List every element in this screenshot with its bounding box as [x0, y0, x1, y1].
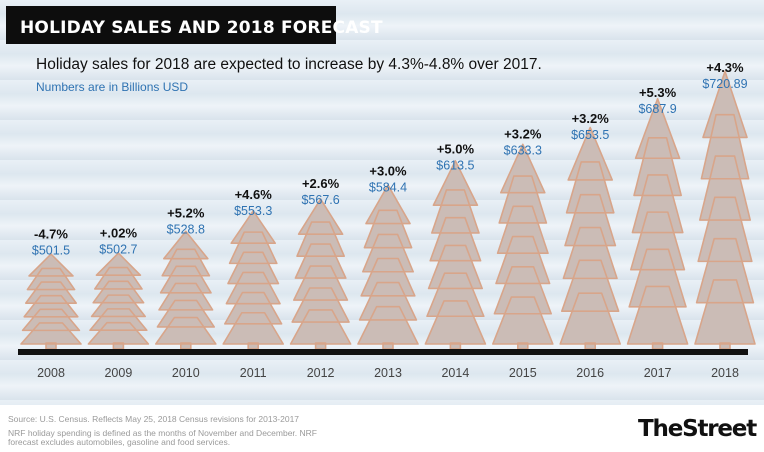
chart-baseline	[18, 349, 748, 355]
tree-bar-2017	[626, 98, 689, 350]
change-label-2008: -4.7%	[34, 226, 68, 241]
change-label-2012: +2.6%	[302, 176, 340, 191]
chart-title: HOLIDAY SALES AND 2018 FORECAST	[20, 18, 383, 38]
value-label-2017: $687.9	[638, 102, 676, 116]
value-label-2013: $584.4	[369, 180, 407, 194]
change-label-2009: +.02%	[100, 225, 138, 240]
x-tick-label-2009: 2009	[104, 366, 132, 380]
tree-bar-2015	[492, 143, 554, 350]
x-tick-label-2013: 2013	[374, 366, 402, 380]
tree-bar-2009	[87, 252, 150, 350]
change-label-2010: +5.2%	[167, 206, 205, 221]
x-tick-label-2015: 2015	[509, 366, 537, 380]
value-label-2018: $720.89	[702, 77, 747, 91]
value-label-2012: $567.6	[301, 193, 339, 207]
tree-bar-2016	[559, 126, 621, 350]
value-label-2009: $502.7	[99, 242, 137, 256]
value-label-2010: $528.8	[167, 223, 205, 237]
definition-note-line-2: forecast excludes automobiles, gasoline …	[8, 437, 231, 447]
x-tick-label-2012: 2012	[307, 366, 335, 380]
change-label-2018: +4.3%	[706, 60, 744, 75]
x-tick-label-2008: 2008	[37, 366, 65, 380]
tree-bar-2013	[357, 184, 419, 350]
x-tick-label-2017: 2017	[644, 366, 672, 380]
change-label-2016: +3.2%	[572, 111, 610, 126]
source-note: Source: U.S. Census. Reflects May 25, 20…	[8, 414, 300, 424]
units-note: Numbers are in Billions USD	[36, 80, 189, 94]
change-label-2013: +3.0%	[369, 163, 407, 178]
tree-bar-2008	[20, 253, 82, 350]
tree-bar-2011	[222, 210, 284, 350]
chart-subtitle: Holiday sales for 2018 are expected to i…	[36, 56, 542, 73]
value-label-2014: $613.5	[436, 158, 474, 172]
change-label-2015: +3.2%	[504, 126, 542, 141]
tree-bar-2012	[289, 198, 352, 350]
value-label-2015: $633.3	[504, 143, 542, 157]
x-tick-label-2014: 2014	[441, 366, 469, 380]
value-label-2016: $653.5	[571, 128, 609, 142]
tree-bar-2010	[155, 230, 217, 350]
footer: Source: U.S. Census. Reflects May 25, 20…	[0, 405, 764, 452]
x-tick-label-2011: 2011	[240, 366, 267, 380]
tree-bar-2014	[424, 160, 487, 350]
x-tick-label-2016: 2016	[576, 366, 604, 380]
change-label-2011: +4.6%	[235, 187, 273, 202]
value-label-2008: $501.5	[32, 243, 70, 257]
x-tick-label-2018: 2018	[711, 366, 739, 380]
change-label-2017: +5.3%	[639, 85, 677, 100]
definition-note-line-1: NRF holiday spending is defined as the m…	[8, 428, 317, 438]
change-label-2014: +5.0%	[437, 141, 475, 156]
tree-bar-2018	[694, 70, 756, 350]
thestreet-logo: TheStreet	[638, 416, 757, 442]
x-tick-label-2010: 2010	[172, 366, 200, 380]
title-banner: HOLIDAY SALES AND 2018 FORECAST	[6, 6, 383, 44]
tree-bar-chart: $501.5 -4.7% 2008 $502.7 +.02% 2009 $528.8 +5.2…	[20, 60, 756, 380]
value-label-2011: $553.3	[234, 204, 272, 218]
